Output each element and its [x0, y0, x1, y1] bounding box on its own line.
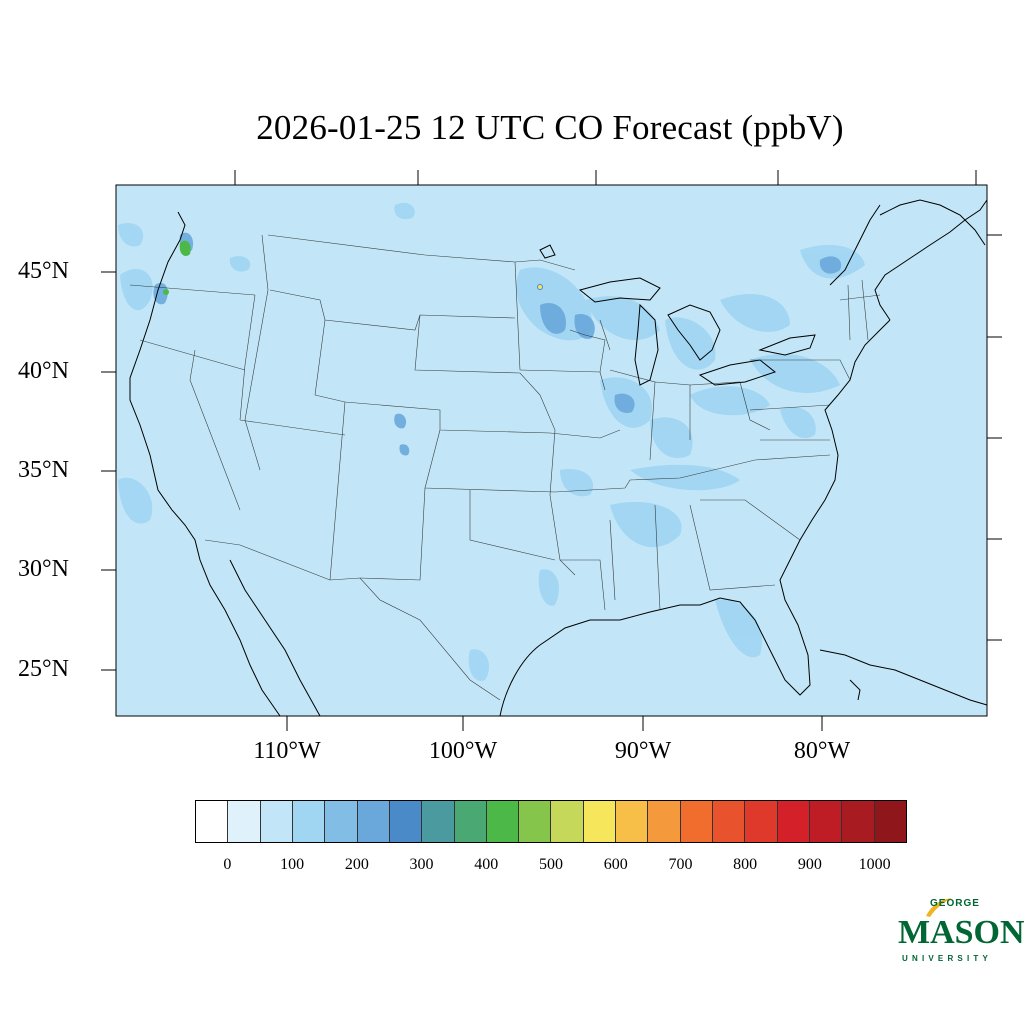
lat-label-25n: 25°N	[18, 656, 69, 682]
coastlines	[129, 199, 988, 717]
colorbar-swatch	[842, 801, 875, 842]
map-frame	[115, 184, 988, 717]
co-high-fields	[163, 240, 191, 295]
colorbar-swatch	[616, 801, 649, 842]
colorbar-tick-label: 300	[409, 856, 434, 873]
lon-label-80w: 80°W	[793, 738, 851, 764]
colorbar-swatch	[357, 801, 390, 842]
colorbar-swatch	[713, 801, 746, 842]
colorbar-swatch	[325, 801, 358, 842]
lon-label-90w: 90°W	[614, 738, 672, 764]
colorbar-swatch	[519, 801, 552, 842]
colorbar-tick-label: 0	[223, 856, 232, 873]
lat-label-35n: 35°N	[18, 457, 69, 483]
map-ticks	[101, 170, 1002, 731]
colorbar-swatch	[583, 801, 617, 842]
colorbar-tick-label: 700	[668, 856, 693, 873]
lat-label-45n: 45°N	[18, 258, 69, 284]
lat-label-30n: 30°N	[18, 556, 69, 582]
colorbar-swatch	[228, 801, 261, 842]
colorbar-swatch	[260, 801, 293, 842]
lon-label-110w: 110°W	[253, 738, 321, 764]
colorbar-tick-label: 1000	[858, 856, 891, 873]
colorbar-tick-label: 400	[474, 856, 499, 873]
logo-university: UNIVERSITY	[902, 954, 993, 963]
map-title: 2026-01-25 12 UTC CO Forecast (ppbV)	[256, 108, 844, 147]
colorbar-swatch	[648, 801, 681, 842]
lon-label-100w: 100°W	[428, 738, 498, 764]
colorbar-swatch	[389, 801, 423, 842]
lat-label-40n: 40°N	[18, 358, 69, 384]
colorbar-swatch	[551, 801, 584, 842]
colorbar-swatch	[680, 801, 713, 842]
colorbar-tick-label: 800	[733, 856, 758, 873]
colorbar-swatch	[486, 801, 520, 842]
colorbar-tick-label: 600	[603, 856, 628, 873]
colorbar-tick-label: 900	[797, 856, 822, 873]
colorbar-swatch	[745, 801, 778, 842]
state-borders	[129, 234, 881, 701]
gmu-logo: GEORGE MASON UNIVERSITY	[896, 896, 1024, 968]
colorbar-swatch	[777, 801, 810, 842]
co-hotspot	[537, 284, 543, 290]
colorbar-swatch	[292, 801, 326, 842]
co-elevated-fields	[153, 232, 842, 456]
colorbar-tick-label: 500	[539, 856, 563, 873]
logo-george: GEORGE	[930, 898, 980, 909]
colorbar-tick-label: 100	[280, 856, 305, 873]
colorbar-swatch	[422, 801, 455, 842]
colorbar-swatch	[196, 801, 229, 842]
colorbar-swatch	[454, 801, 487, 842]
logo-mason: MASON	[898, 914, 1024, 951]
logo-swoosh-icon	[926, 898, 952, 917]
colorbar-swatch	[809, 801, 843, 842]
colorbar-swatch	[874, 801, 906, 842]
colorbar	[195, 800, 907, 843]
colorbar-tick-label: 200	[344, 856, 369, 873]
